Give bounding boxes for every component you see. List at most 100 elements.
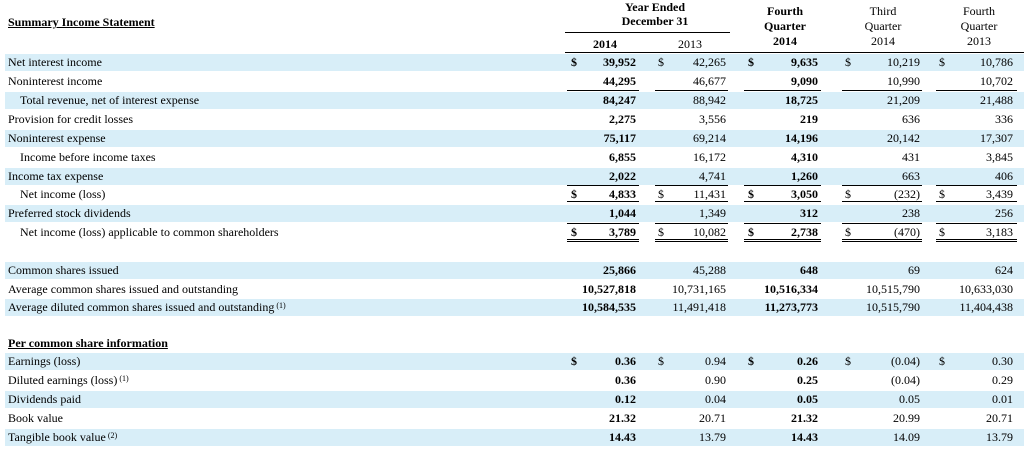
row-label: Average diluted common shares issued and… — [8, 300, 286, 314]
footnote-marker: (1) — [276, 301, 286, 310]
value-cell: 44,295 — [603, 74, 636, 88]
underline-rule — [936, 90, 1017, 91]
value-cell: 4,741 — [699, 169, 726, 183]
value-cell: 3,183 — [986, 225, 1013, 239]
header-q4-2014-line3: 2014 — [773, 34, 797, 48]
currency-symbol: $ — [939, 225, 945, 239]
currency-symbol: $ — [658, 354, 664, 368]
value-cell: 636 — [902, 112, 920, 126]
value-cell: 9,635 — [791, 55, 818, 69]
value-cell: 3,789 — [609, 225, 636, 239]
per-share-title: Per common share information — [8, 336, 168, 350]
value-cell: 11,273,773 — [764, 300, 818, 314]
row-label: Common shares issued — [8, 263, 119, 277]
header-2014: 2014 — [593, 37, 617, 51]
row-label: Net interest income — [8, 55, 102, 69]
value-cell: 10,702 — [980, 74, 1013, 88]
underline-rule — [842, 185, 922, 186]
value-cell: 10,515,790 — [866, 300, 920, 314]
value-cell: 20.71 — [699, 411, 726, 425]
value-cell: 2,738 — [791, 225, 818, 239]
value-cell: 0.26 — [797, 354, 818, 368]
value-cell: 0.36 — [615, 354, 636, 368]
underline-rule — [567, 185, 639, 186]
double-underline — [655, 239, 728, 242]
row-label: Net income (loss) applicable to common s… — [20, 225, 279, 239]
header-year-ended: Year Ended — [624, 0, 686, 14]
value-cell: 10,786 — [980, 55, 1013, 69]
currency-symbol: $ — [939, 354, 945, 368]
currency-symbol: $ — [658, 187, 664, 201]
currency-symbol: $ — [748, 55, 754, 69]
row-band — [5, 205, 1024, 222]
currency-symbol: $ — [571, 225, 577, 239]
row-label: Provision for credit losses — [8, 112, 133, 126]
value-cell: 14.43 — [791, 430, 818, 444]
underline-rule — [744, 223, 821, 224]
value-cell: 1,260 — [791, 169, 818, 183]
value-cell: 10,633,030 — [959, 282, 1013, 296]
value-cell: 11,404,438 — [959, 300, 1013, 314]
value-cell: 648 — [800, 263, 818, 277]
value-cell: 312 — [800, 206, 818, 220]
value-cell: 88,942 — [693, 93, 726, 107]
row-label: Book value — [8, 411, 63, 425]
currency-symbol: $ — [939, 55, 945, 69]
row-label: Total revenue, net of interest expense — [20, 93, 200, 107]
row-label: Earnings (loss) — [8, 354, 81, 368]
row-label: Net income (loss) — [20, 187, 106, 201]
row-band — [5, 299, 1024, 316]
value-cell: 10,584,535 — [582, 300, 636, 314]
header-q3-2014-line1: Third — [869, 4, 897, 18]
value-cell: 10,082 — [693, 225, 726, 239]
row-label: Noninterest income — [8, 74, 103, 88]
value-cell: 14.43 — [609, 430, 636, 444]
currency-symbol: $ — [748, 354, 754, 368]
double-underline — [936, 239, 1017, 242]
currency-symbol: $ — [845, 55, 851, 69]
value-cell: 431 — [902, 150, 920, 164]
row-label: Income tax expense — [8, 169, 104, 183]
underline-rule — [567, 90, 639, 91]
value-cell: 21.32 — [791, 411, 818, 425]
value-cell: 624 — [995, 263, 1013, 277]
value-cell: 0.05 — [899, 392, 920, 406]
value-cell: 6,855 — [609, 150, 636, 164]
value-cell: 0.05 — [797, 392, 818, 406]
row-band — [5, 168, 1024, 185]
value-cell: 3,439 — [986, 187, 1013, 201]
value-cell: (470) — [894, 225, 920, 239]
row-band — [5, 391, 1024, 408]
value-cell: 10,219 — [887, 55, 920, 69]
currency-symbol: $ — [845, 187, 851, 201]
double-underline — [842, 239, 922, 242]
value-cell: 20,142 — [887, 131, 920, 145]
value-cell: 84,247 — [603, 93, 636, 107]
row-label: Tangible book value (2) — [8, 430, 118, 444]
value-cell: 11,491,418 — [672, 300, 726, 314]
row-band — [5, 429, 1024, 446]
underline-rule — [744, 201, 821, 202]
row-label: Income before income taxes — [20, 150, 156, 164]
header-q4-2013-line3: 2013 — [967, 34, 991, 48]
value-cell: 25,866 — [603, 263, 636, 277]
currency-symbol: $ — [748, 225, 754, 239]
value-cell: 16,172 — [693, 150, 726, 164]
value-cell: 10,516,334 — [764, 282, 818, 296]
currency-symbol: $ — [748, 187, 754, 201]
header-december-31: December 31 — [621, 14, 689, 28]
row-label: Noninterest expense — [8, 131, 106, 145]
value-cell: 39,952 — [603, 55, 636, 69]
value-cell: 0.36 — [615, 373, 636, 387]
value-cell: 42,265 — [693, 55, 726, 69]
value-cell: 2,022 — [609, 169, 636, 183]
underline-rule — [655, 185, 728, 186]
currency-symbol: $ — [939, 187, 945, 201]
header-q4-2014-line2: Quarter — [764, 19, 806, 33]
currency-symbol: $ — [571, 55, 577, 69]
row-label: Average common shares issued and outstan… — [8, 282, 239, 296]
double-underline — [567, 239, 639, 242]
value-cell: 0.90 — [705, 373, 726, 387]
value-cell: 2,275 — [609, 112, 636, 126]
